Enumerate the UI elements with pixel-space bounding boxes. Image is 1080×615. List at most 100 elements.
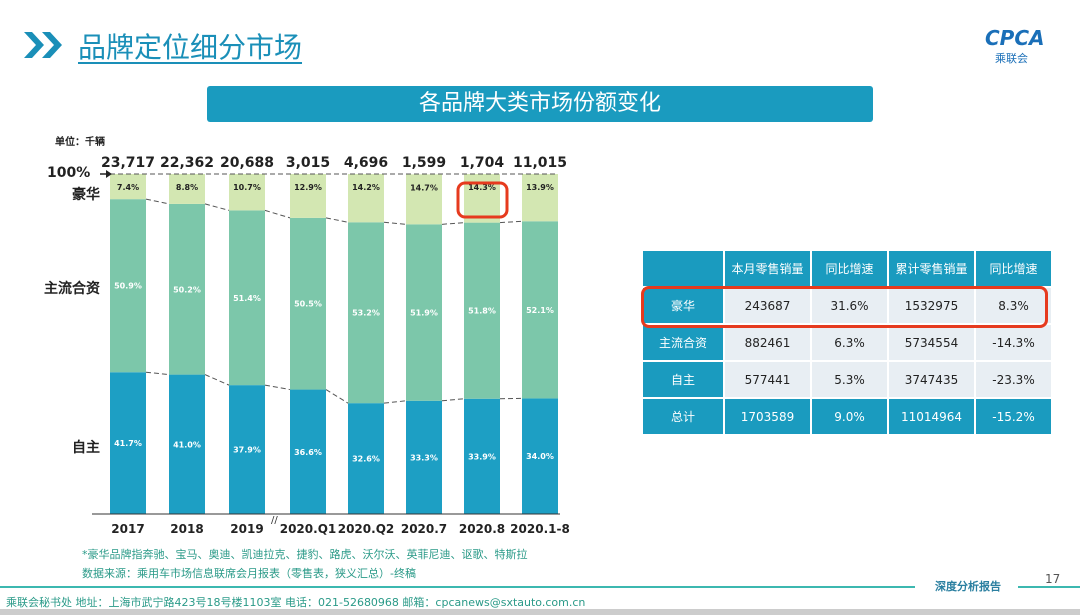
connector-line (383, 221, 407, 225)
data-label: 10.7% (233, 183, 261, 192)
bar-segment (110, 372, 146, 514)
x-tick-label: 2020.8 (459, 522, 505, 536)
data-label: 33.9% (468, 452, 496, 461)
data-label: 50.9% (114, 282, 142, 291)
data-label: 36.6% (294, 448, 322, 457)
connector-line (145, 198, 170, 205)
bar-segment (464, 398, 500, 514)
table-row: 主流合资 882461 6.3% 5734554 -14.3% (643, 325, 1051, 360)
chart-banner: 各品牌大类市场份额变化 (207, 86, 873, 122)
divider (0, 586, 915, 588)
data-label: 50.5% (294, 300, 322, 309)
data-label: 32.6% (352, 455, 380, 464)
bar-segment (464, 222, 500, 399)
bar-segment (290, 389, 326, 514)
page-number: 17 (1045, 572, 1061, 586)
arrow-icon (106, 170, 112, 178)
connector-line (264, 209, 291, 219)
data-label: 8.8% (176, 183, 198, 192)
bar-segment (522, 398, 558, 514)
data-label: 51.8% (468, 307, 496, 316)
bar-segment (110, 199, 146, 373)
bar-segment (229, 210, 265, 386)
bar-segment (169, 174, 205, 204)
data-label: 14.2% (352, 183, 380, 192)
bar-segment (406, 174, 442, 225)
source-note: 数据来源：乘用车市场信息联席会月报表（零售表，狭义汇总）-终稿 (82, 567, 416, 580)
connector-line (325, 217, 349, 223)
data-label: 33.3% (410, 453, 438, 462)
x-tick-label: 2020.Q2 (338, 522, 395, 536)
data-label: 41.0% (173, 440, 201, 449)
highlight-box (456, 181, 509, 219)
data-label: 34.0% (526, 452, 554, 461)
label-luxury: 豪华 (72, 187, 100, 203)
page-title: 品牌定位细分市场 (78, 31, 303, 64)
data-label: 51.4% (233, 294, 261, 303)
total-label: 3,015 (286, 155, 330, 171)
connector-line (325, 389, 349, 404)
total-label: 22,362 (160, 155, 214, 171)
connector-line (264, 384, 291, 391)
connector-line (441, 398, 465, 402)
bar-segment (348, 222, 384, 404)
data-label: 14.3% (468, 183, 496, 192)
label-domestic: 自主 (72, 440, 100, 456)
total-label: 4,696 (344, 155, 388, 171)
data-label: 41.7% (114, 439, 142, 448)
bottom-bar (0, 609, 1080, 615)
table-row-total: 总计 1703589 9.0% 11014964 -15.2% (643, 399, 1051, 434)
x-tick-label: 2018 (170, 522, 203, 536)
data-label: 14.7% (410, 183, 438, 192)
divider (1018, 586, 1080, 588)
connector-line (441, 222, 465, 225)
total-label: 1,704 (460, 155, 505, 171)
connector-line (204, 203, 230, 211)
chevron-icon (24, 32, 62, 58)
bar-segment (110, 174, 146, 200)
highlight-box (641, 286, 1048, 328)
data-label: 53.2% (352, 309, 380, 318)
data-label: 52.1% (526, 306, 554, 315)
sales-table: 本月零售销量 同比增速 累计零售销量 同比增速 豪华 243687 31.6% 153297… (641, 249, 1053, 436)
data-label: 51.9% (410, 309, 438, 318)
data-label: 13.9% (526, 183, 554, 192)
total-label: 11,015 (513, 155, 567, 171)
table-row: 自主 577441 5.3% 3747435 -23.3% (643, 362, 1051, 397)
table-header: 同比增速 (976, 251, 1051, 286)
table-header: 本月零售销量 (725, 251, 810, 286)
stacked-bar-chart: 41.7% 50.9% 7.4% 23,717 2017 41.0% 50.2% 8.8% 22… (92, 155, 570, 536)
data-label: 12.9% (294, 183, 322, 192)
unit-label: 单位：千辆 (55, 137, 105, 148)
bar-segment (348, 403, 384, 514)
bar-segment (229, 174, 265, 211)
report-label: 深度分析报告 (935, 580, 1001, 593)
footer-contact: 乘联会秘书处 地址：上海市武宁路423号18号楼1103室 电话：021-526… (6, 596, 586, 609)
data-label: 7.4% (117, 183, 139, 192)
axis-break-icon: // (271, 515, 278, 526)
total-label: 20,688 (220, 155, 274, 171)
bar-segment (169, 374, 205, 514)
table-header: 累计零售销量 (889, 251, 974, 286)
table-header: 同比增速 (812, 251, 887, 286)
bar-segment (169, 203, 205, 375)
connector-line (499, 220, 523, 224)
label-100: 100% (47, 165, 91, 181)
x-tick-label: 2020.Q1 (280, 522, 337, 536)
x-tick-label: 2019 (230, 522, 263, 536)
table-row: 豪华 243687 31.6% 1532975 8.3% (643, 288, 1051, 323)
total-label: 1,599 (402, 155, 446, 171)
bar-segment (464, 174, 500, 223)
bar-segment (348, 174, 384, 223)
bar-segment (406, 224, 442, 401)
bar-segment (290, 174, 326, 218)
luxury-note: *豪华品牌指奔驰、宝马、奥迪、凯迪拉克、捷豹、路虎、沃尔沃、英菲尼迪、讴歌、特斯… (82, 548, 528, 561)
label-mainstream: 主流合资 (44, 281, 100, 297)
x-tick-label: 2020.7 (401, 522, 447, 536)
data-label: 50.2% (173, 285, 201, 294)
x-tick-label: 2020.1-8 (510, 522, 570, 536)
bar-segment (522, 174, 558, 222)
bar-segment (290, 217, 326, 390)
table-header (643, 251, 723, 286)
bar-segment (406, 400, 442, 514)
